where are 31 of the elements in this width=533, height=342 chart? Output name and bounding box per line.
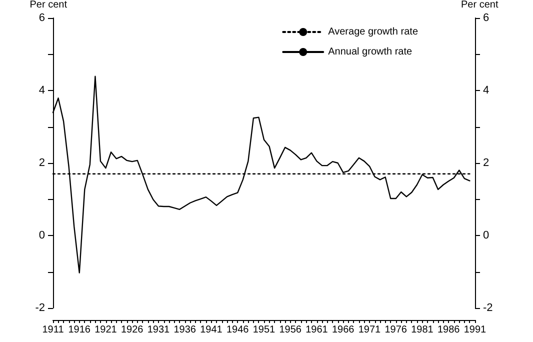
legend-label: Average growth rate bbox=[328, 26, 418, 38]
y2-tick-label: 2 bbox=[483, 157, 490, 169]
legend-label: Annual growth rate bbox=[328, 46, 413, 58]
y2-tick-label: 0 bbox=[483, 230, 490, 242]
y-tick-label: 4 bbox=[38, 84, 45, 96]
x-tick-label: 1971 bbox=[358, 324, 382, 336]
y2-tick-label: -2 bbox=[483, 302, 493, 314]
y-axis-title: Per cent bbox=[30, 0, 68, 10]
x-tick-label: 1991 bbox=[464, 324, 487, 336]
x-tick-label: 1926 bbox=[121, 324, 144, 336]
y-tick-label: 2 bbox=[38, 157, 45, 169]
x-tick-label: 1981 bbox=[411, 324, 434, 336]
y2-tick-label: 4 bbox=[483, 84, 490, 96]
x-tick-label: 1956 bbox=[279, 324, 302, 336]
x-tick-label: 1961 bbox=[306, 324, 328, 336]
x-tick-label: 1921 bbox=[94, 324, 118, 336]
x-tick-label: 1936 bbox=[174, 324, 196, 336]
x-tick-label: 1976 bbox=[384, 324, 408, 336]
x-tick-label: 1941 bbox=[200, 324, 223, 336]
x-tick-label: 1986 bbox=[438, 324, 460, 336]
x-tick-label: 1946 bbox=[226, 324, 250, 336]
y-tick-label: 6 bbox=[38, 12, 45, 24]
y-tick-label: 0 bbox=[38, 230, 45, 242]
x-tick-label: 1911 bbox=[42, 324, 64, 336]
x-tick-label: 1916 bbox=[68, 324, 91, 336]
x-tick-label: 1951 bbox=[252, 324, 276, 336]
y2-tick-label: 6 bbox=[483, 12, 490, 24]
x-tick-label: 1931 bbox=[147, 324, 170, 336]
x-tick-label: 1966 bbox=[332, 324, 355, 336]
y2-axis-title: Per cent bbox=[461, 0, 498, 10]
y-tick-label: -2 bbox=[35, 302, 45, 314]
